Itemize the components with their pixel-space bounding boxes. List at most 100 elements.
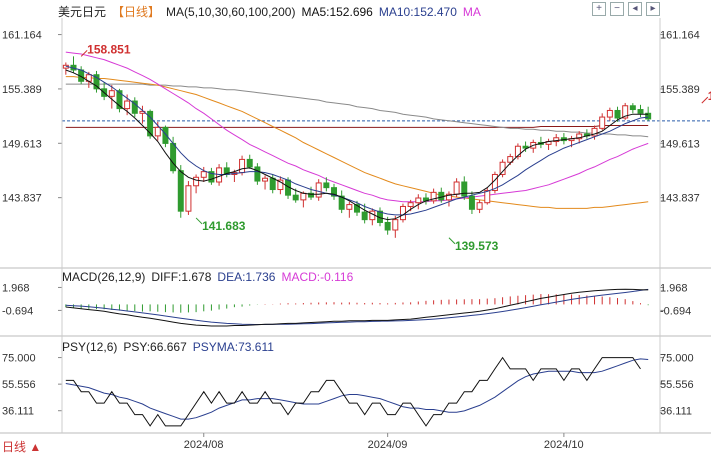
candle-up [315,182,322,198]
psy-title: PSY(12,6) [62,340,118,354]
candle-down [384,221,391,231]
macd-tick-label-left: -0.694 [2,305,33,317]
candle-down [246,158,253,168]
macd-tick-label-right: -0.694 [660,305,691,317]
x-tick-label: 2024/10 [544,439,584,451]
candle-down [177,170,184,212]
candle-up [415,197,422,204]
candle-up [239,158,246,174]
psy-tick-label-right: 75.000 [660,353,694,365]
ma200-line [65,125,649,128]
ma5-line [65,69,649,221]
candle-down [308,192,315,198]
symbol-label: 美元日元 [58,5,107,19]
candle-up [124,100,131,110]
psy-tick-label-left: 36.111 [2,406,34,418]
macd-value: MACD:-0.116 [281,270,354,284]
price-tick-label-left: 143.837 [2,193,42,205]
psy-tick-label-left: 75.000 [2,353,36,365]
period-label[interactable]: 【日线】 [112,5,161,19]
candle-down [645,112,652,120]
price-tick-label-right: 161.164 [660,30,700,42]
psyma-line [65,358,649,420]
macd-header: MACD(26,12,9) DIFF:1.678 DEA:1.736 MACD:-0.… [62,270,359,284]
price-tick-label-left: 161.164 [2,30,42,42]
candle-up [499,161,506,175]
price-annotation: 153.877 [708,89,711,103]
candle-up [553,137,560,143]
macd-tick-label-left: 1.968 [2,282,30,294]
candle-down [170,142,177,172]
dea-value: DEA:1.736 [217,270,276,284]
annotation-pointer [80,49,88,57]
macd-tick-label-right: 1.968 [660,282,688,294]
candle-up [430,191,437,202]
candle-up [154,126,161,137]
candle-up [599,116,606,129]
candle-down [522,145,529,149]
candle-up [576,133,583,140]
candle-down [338,195,345,210]
x-tick-label: 2024/08 [184,439,224,451]
psy-value: PSY:66.667 [123,340,187,354]
candle-down [468,195,475,210]
candle-down [637,109,644,114]
candle-up [606,109,613,118]
price-annotation: 139.573 [455,239,499,253]
psy-tick-label-right: 55.556 [660,379,694,391]
annotation-pointer [448,237,456,245]
zoom-in-icon[interactable]: + [592,2,606,16]
diff-line [65,288,649,327]
price-tick-label-right: 149.613 [660,138,700,150]
zoom-out-icon[interactable]: − [610,2,624,16]
candle-down [147,110,154,137]
ma-title[interactable]: MA(5,10,30,60,100,200) [166,5,296,19]
candle-up [277,179,284,191]
psy-header: PSY(12,6) PSY:66.667 PSYMA:73.611 [62,340,280,354]
price-annotation: 158.851 [87,42,131,56]
candle-down [331,187,338,197]
psyma-value: PSYMA:73.611 [192,340,274,354]
candle-up [622,105,629,119]
main-header: 美元日元 【日线】 MA(5,10,30,60,100,200) MA5:152.69… [58,3,487,20]
candle-up [445,193,452,201]
candle-up [262,177,269,182]
candle-up [507,156,514,163]
x-tick-label: 2024/09 [368,439,408,451]
ma10-value: MA10:152.470 [378,5,457,19]
annotation-pointer [701,96,709,104]
price-tick-label-right: 143.837 [660,193,700,205]
candle-down [461,181,468,197]
candle-up [108,90,115,97]
candle-down [208,171,215,183]
candle-down [93,74,100,90]
candle-down [614,109,621,119]
candle-up [346,204,353,210]
arrow-right-icon[interactable]: ▸ [646,2,660,16]
price-tick-label-right: 155.389 [660,84,700,96]
candle-up [185,185,192,212]
psy-panel: 75.000 75.000 55.556 55.556 36.111 36.111 [2,353,694,427]
candle-up [200,171,207,178]
candle-down [323,182,330,189]
candle-down [162,126,169,144]
candle-up [300,192,307,201]
annotation-pointer [195,217,203,225]
psy-tick-label-right: 36.111 [660,406,692,418]
candle-down [116,90,123,110]
ma10-line [65,65,649,216]
main-panel: 161.164 161.164 155.389 155.389 149.613 149.6… [2,30,711,253]
candle-down [269,177,276,191]
candle-up [392,219,399,231]
candle-down [254,166,261,182]
x-axis: 2024/08 2024/09 2024/10 [0,18,711,451]
arrow-left-icon[interactable]: ◂ [628,2,642,16]
price-tick-label-left: 155.389 [2,84,42,96]
candle-down [131,100,138,114]
ma60-line [65,76,649,209]
candle-up [453,181,460,195]
period-switch-tab[interactable]: 日线 ▲ [2,440,42,454]
candle-down [629,105,636,111]
candle-up [484,189,491,204]
